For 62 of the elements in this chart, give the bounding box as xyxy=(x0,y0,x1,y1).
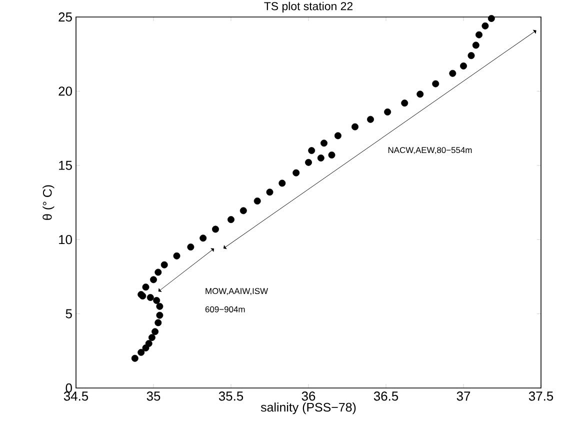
point xyxy=(156,302,164,310)
x-tick-label: 37 xyxy=(456,392,470,401)
chart-title: TS plot station 22 xyxy=(264,2,352,12)
point xyxy=(482,22,489,30)
x-tick-label: 35 xyxy=(146,392,160,401)
point xyxy=(131,354,138,362)
point xyxy=(278,180,286,187)
point xyxy=(384,108,392,116)
y-tick-label: 0 xyxy=(66,383,72,393)
point xyxy=(416,90,424,98)
y-tick-label: 15 xyxy=(59,160,72,170)
point xyxy=(352,123,358,130)
point xyxy=(240,207,247,214)
point xyxy=(401,100,408,107)
point xyxy=(200,234,207,242)
point xyxy=(266,188,274,196)
x-tick-label: 34.5 xyxy=(64,392,88,401)
point xyxy=(153,296,160,304)
point xyxy=(305,158,312,166)
point xyxy=(154,268,162,276)
y-tick-label: 5 xyxy=(66,309,72,318)
point xyxy=(228,216,234,224)
point xyxy=(472,42,480,49)
point xyxy=(187,244,194,251)
point xyxy=(254,198,261,204)
point xyxy=(449,70,456,77)
point xyxy=(432,80,440,88)
x-tick-label: 35.5 xyxy=(218,392,244,401)
point xyxy=(154,319,162,326)
point xyxy=(488,14,495,22)
y-tick-label: 20 xyxy=(58,86,72,96)
point xyxy=(320,140,328,147)
point xyxy=(460,62,467,70)
annotation: MOW,AAIW,ISW xyxy=(206,288,268,296)
point xyxy=(317,154,324,162)
annotation: 609−904m xyxy=(205,306,245,312)
annotation: NACW,AEW,80−554m xyxy=(388,147,472,154)
y-tick-label: 10 xyxy=(59,235,72,244)
y-axis-title: θ (° C) xyxy=(42,185,54,220)
point xyxy=(148,334,156,342)
point xyxy=(152,328,159,336)
y-tick-label: 25 xyxy=(58,12,72,22)
point xyxy=(146,294,154,301)
x-axis-title: salinity (PSS−78) xyxy=(260,402,356,414)
point xyxy=(367,116,374,123)
point xyxy=(142,284,150,291)
point xyxy=(476,31,482,38)
point xyxy=(308,147,316,154)
point xyxy=(173,252,180,260)
point xyxy=(328,152,336,158)
point xyxy=(138,348,145,356)
point xyxy=(212,226,219,233)
point xyxy=(150,276,157,284)
point xyxy=(160,261,168,268)
point xyxy=(334,132,342,140)
point xyxy=(292,169,300,176)
point xyxy=(468,52,475,60)
x-tick-label: 36.5 xyxy=(374,392,398,401)
x-tick-label: 36 xyxy=(302,392,316,401)
x-tick-label: 37.5 xyxy=(528,392,554,401)
point xyxy=(145,340,152,347)
point xyxy=(156,312,164,319)
